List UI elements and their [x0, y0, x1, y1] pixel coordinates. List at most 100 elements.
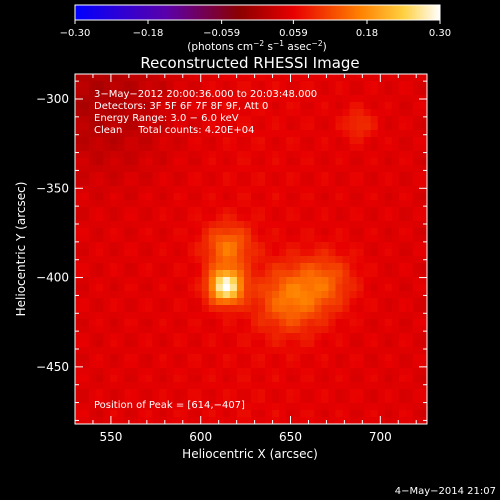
heatmap-cell: [363, 130, 372, 138]
heatmap-cell: [166, 270, 175, 278]
heatmap-cell: [286, 137, 294, 145]
heatmap-cell: [258, 368, 266, 376]
heatmap-cell: [82, 340, 90, 348]
heatmap-cell: [145, 179, 154, 187]
heatmap-cell: [145, 186, 154, 194]
heatmap-cell: [82, 186, 90, 194]
heatmap-cell: [314, 312, 322, 320]
heatmap-cell: [258, 410, 266, 418]
heatmap-cell: [391, 165, 400, 173]
heatmap-cell: [131, 249, 139, 257]
heatmap-cell: [279, 389, 287, 397]
heatmap-cell: [222, 389, 231, 397]
heatmap-cell: [117, 95, 125, 103]
heatmap-cell: [286, 151, 294, 159]
heatmap-cell: [124, 144, 132, 152]
heatmap-cell: [208, 172, 217, 180]
heatmap-cell: [96, 249, 104, 257]
heatmap-cell: [419, 123, 427, 131]
heatmap-cell: [370, 340, 379, 348]
heatmap-cell: [251, 319, 259, 327]
heatmap-cell: [222, 102, 231, 110]
heatmap-cell: [75, 410, 83, 418]
heatmap-cell: [89, 193, 97, 201]
heatmap-cell: [265, 326, 273, 334]
heatmap-cell: [229, 347, 238, 355]
heatmap-cell: [194, 312, 203, 320]
heatmap-cell: [229, 123, 238, 131]
heatmap-cell: [243, 410, 252, 418]
heatmap-cell: [412, 235, 421, 243]
heatmap-cell: [215, 417, 224, 424]
heatmap-cell: [243, 312, 252, 320]
heatmap-cell: [173, 326, 182, 334]
heatmap-cell: [265, 270, 273, 278]
heatmap-cell: [124, 375, 132, 383]
heatmap-cell: [222, 242, 231, 250]
heatmap-cell: [229, 200, 238, 208]
heatmap-cell: [321, 88, 330, 96]
heatmap-cell: [391, 249, 400, 257]
heatmap-cell: [215, 347, 224, 355]
heatmap-cell: [180, 200, 189, 208]
heatmap-cell: [124, 249, 132, 257]
heatmap-cell: [258, 354, 266, 362]
heatmap-cell: [145, 291, 154, 299]
heatmap-cell: [229, 382, 238, 390]
heatmap-cell: [300, 130, 308, 138]
heatmap-cell: [96, 263, 104, 271]
heatmap-cell: [293, 116, 301, 124]
heatmap-cell: [180, 130, 189, 138]
heatmap-cell: [293, 354, 301, 362]
heatmap-cell: [173, 277, 182, 285]
heatmap-cell: [201, 403, 210, 411]
heatmap-cell: [208, 151, 217, 159]
heatmap-cell: [370, 263, 379, 271]
heatmap-cell: [138, 214, 146, 222]
heatmap-cell: [279, 249, 287, 257]
heatmap-cell: [328, 284, 337, 292]
heatmap-cell: [272, 165, 280, 173]
heatmap-cell: [279, 235, 287, 243]
heatmap-cell: [258, 123, 266, 131]
heatmap-cell: [194, 347, 203, 355]
heatmap-cell: [419, 221, 427, 229]
heatmap-cell: [391, 88, 400, 96]
colorbar-tick-label: 0.059: [279, 28, 308, 39]
heatmap-cell: [391, 214, 400, 222]
heatmap-cell: [131, 256, 139, 264]
heatmap-cell: [384, 291, 393, 299]
heatmap-cell: [398, 102, 407, 110]
heatmap-cell: [145, 410, 154, 418]
heatmap-cell: [251, 368, 259, 376]
heatmap-cell: [314, 270, 322, 278]
heatmap-cell: [145, 74, 154, 82]
heatmap-cell: [398, 417, 407, 424]
heatmap-cell: [215, 207, 224, 215]
heatmap-cell: [173, 221, 182, 229]
heatmap-cell: [293, 207, 301, 215]
heatmap-cell: [377, 347, 386, 355]
heatmap-cell: [222, 235, 231, 243]
heatmap-cell: [243, 102, 252, 110]
heatmap-cell: [152, 172, 161, 180]
heatmap-cell: [419, 235, 427, 243]
heatmap-cell: [321, 354, 330, 362]
heatmap-cell: [96, 228, 104, 236]
heatmap-cell: [103, 368, 111, 376]
heatmap-cell: [279, 151, 287, 159]
heatmap-cell: [321, 368, 330, 376]
heatmap-cell: [328, 109, 337, 117]
heatmap-cell: [405, 102, 414, 110]
heatmap-cell: [335, 305, 344, 313]
heatmap-cell: [117, 291, 125, 299]
heatmap-cell: [384, 256, 393, 264]
heatmap-cell: [412, 242, 421, 250]
heatmap-cell: [412, 228, 421, 236]
heatmap-cell: [286, 340, 294, 348]
heatmap-cell: [279, 88, 287, 96]
heatmap-cell: [356, 88, 365, 96]
heatmap-cell: [131, 340, 139, 348]
heatmap-cell: [412, 354, 421, 362]
heatmap-cell: [96, 179, 104, 187]
